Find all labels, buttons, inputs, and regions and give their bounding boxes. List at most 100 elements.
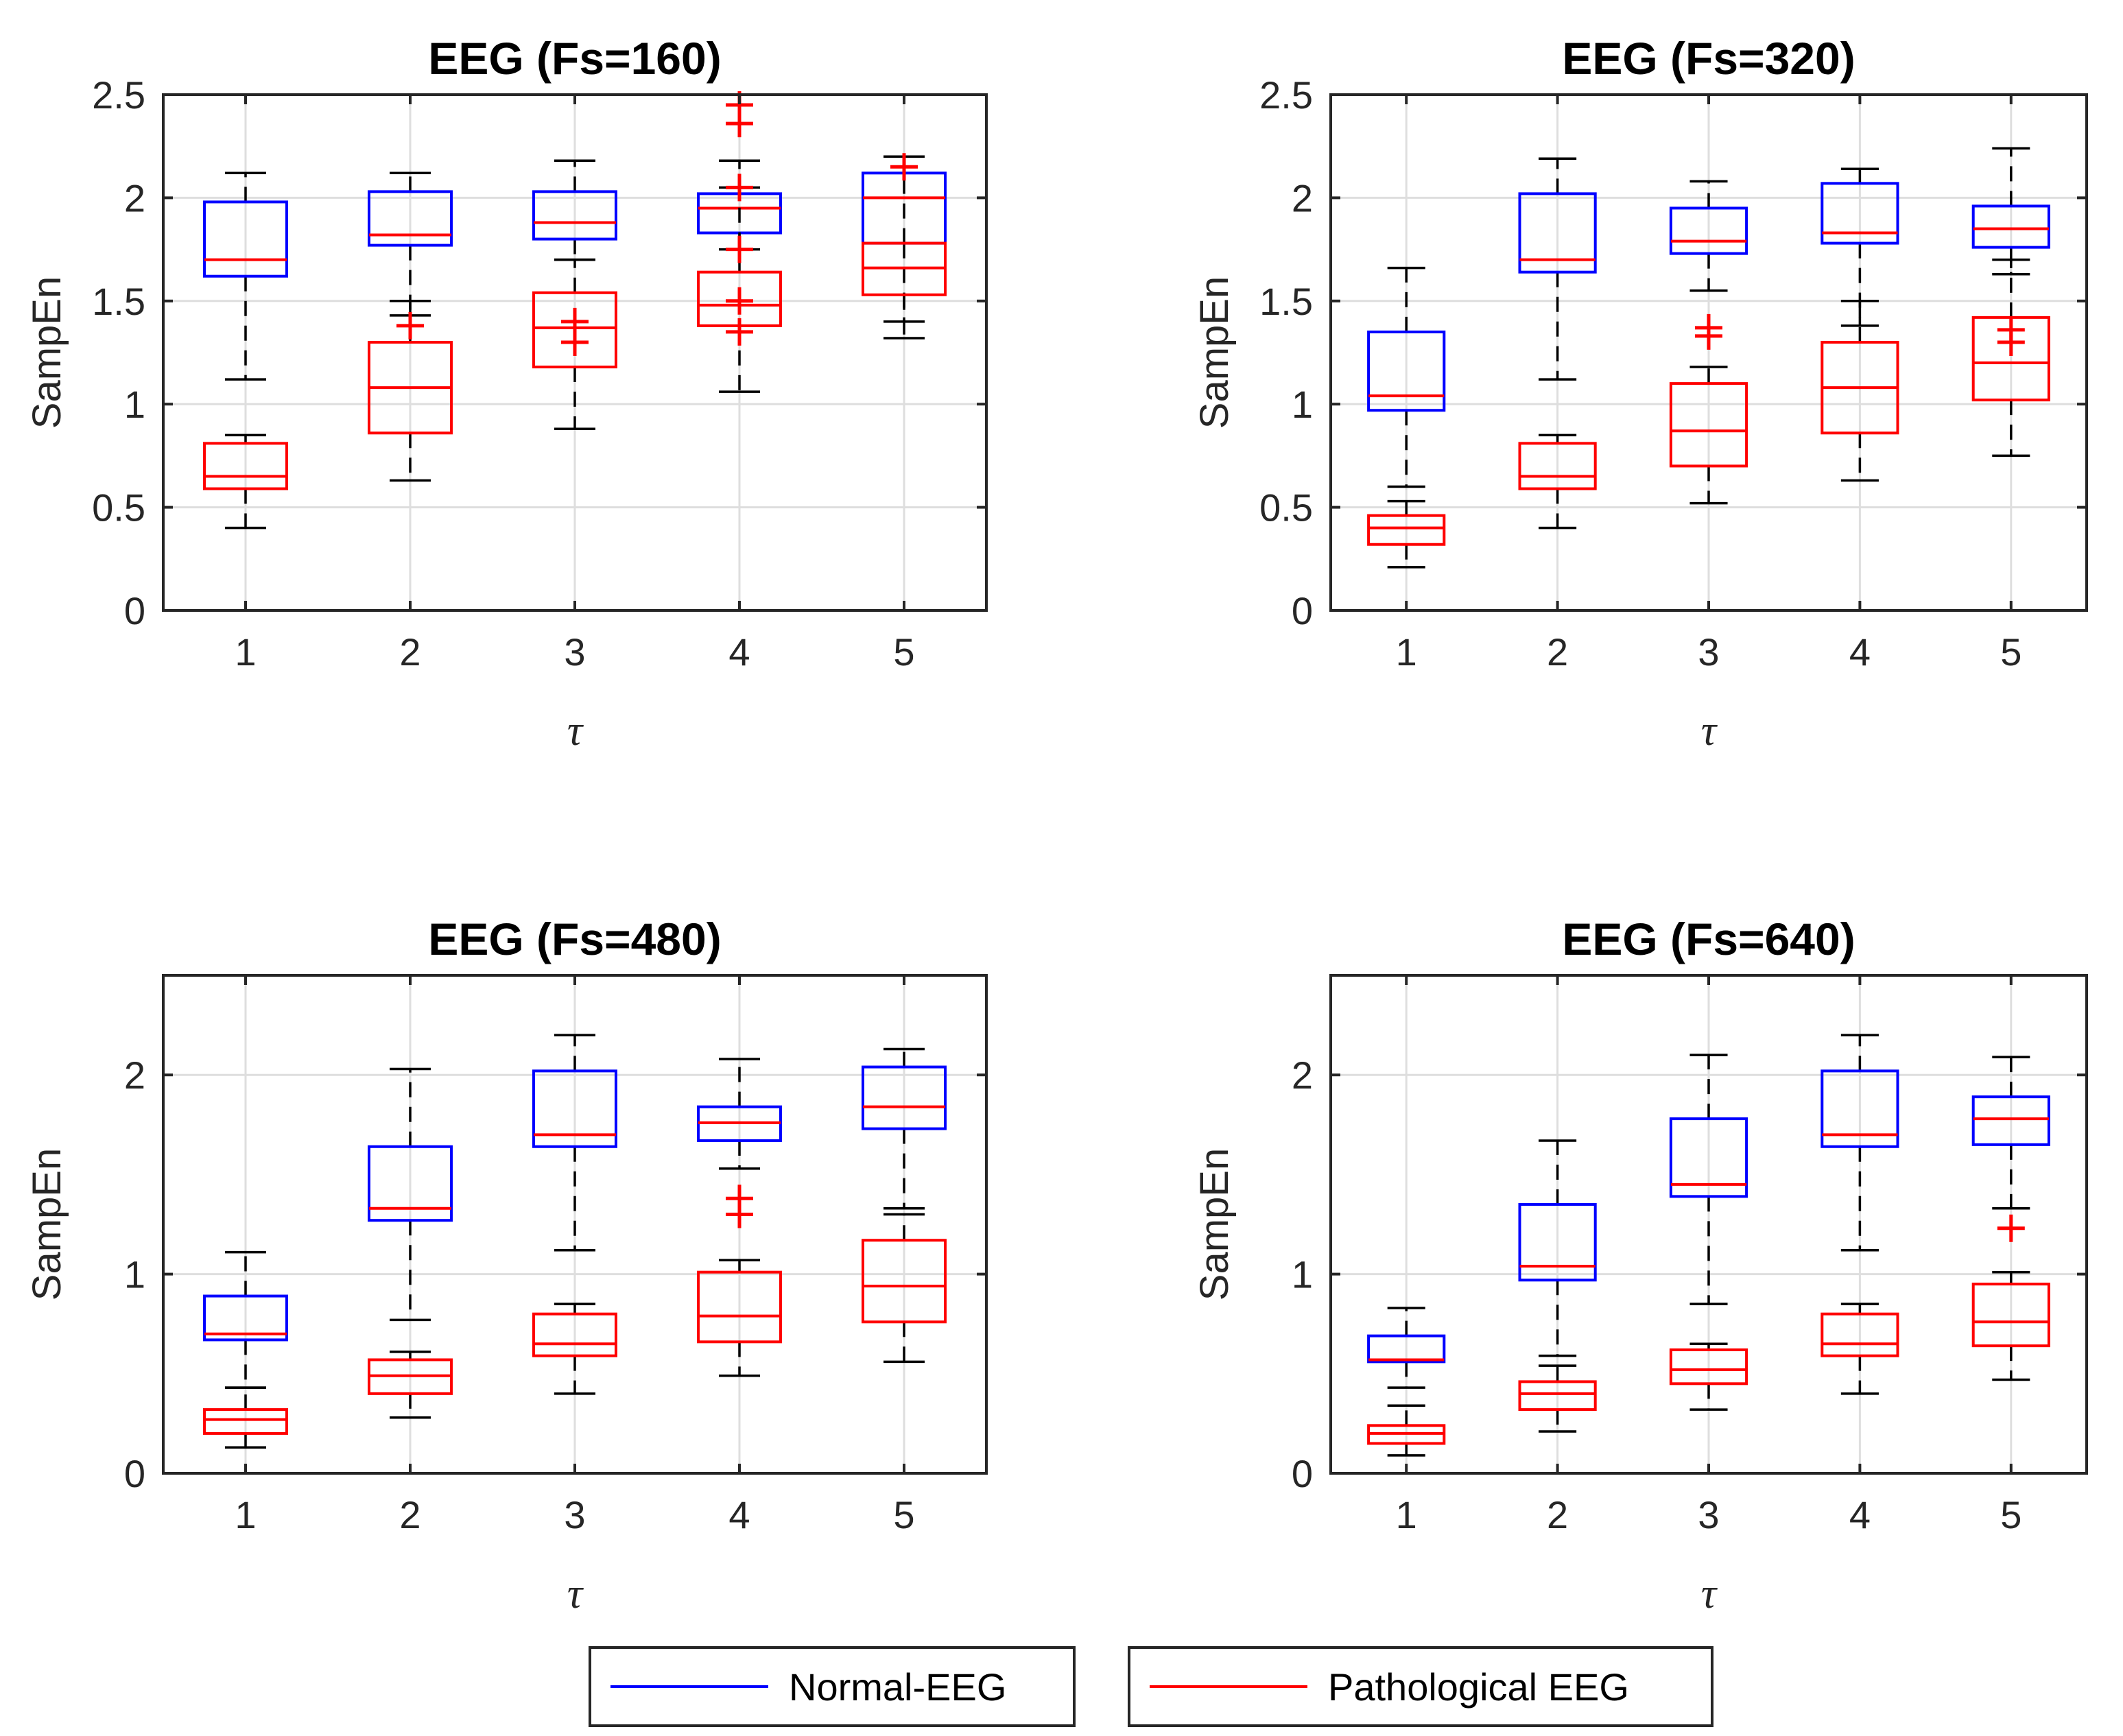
y-tick-label: 1 [124,1253,145,1296]
x-tick-label: 1 [1396,1493,1417,1536]
box-rect [1669,382,1748,468]
box-normal-3 [532,159,617,261]
x-tick-label: 1 [235,1493,256,1536]
y-tick-label: 1.5 [92,280,145,323]
y-tick-label: 0 [124,1452,145,1495]
box-pathological-3 [532,1303,617,1395]
box-rect [1518,1380,1597,1412]
box-normal-4 [1820,167,1899,327]
box-rect [862,1065,947,1130]
box-pathological-1 [203,1386,288,1449]
box-pathological-1 [203,433,288,530]
box-pathological-4 [1820,1303,1899,1395]
box-normal-1 [203,171,288,381]
x-tick-label: 3 [1698,630,1719,674]
box-pathological-3 [1669,313,1748,505]
box-pathological-5 [1971,1214,2050,1381]
x-axis-label: τ [567,708,584,754]
box-rect [1971,204,2050,249]
x-axis-label: τ [1701,708,1718,754]
y-tick-label: 2 [1292,1054,1313,1097]
outlier-marker [726,1185,753,1213]
outlier-marker [561,307,589,335]
chart-title: EEG (Fs=640) [1562,914,1855,964]
legend-item-normal: Normal-EEG [589,1646,1076,1727]
chart-title: EEG (Fs=160) [428,33,721,84]
x-tick-label: 4 [1849,630,1871,674]
y-axis-label: SampEn [25,276,69,429]
chart-panel-2: 1 2 3 4 5 0 0.5 1 1.5 2 2.5 EEG (Fs=320) τ SampEn [1192,33,2088,754]
x-tick-label: 4 [728,1493,750,1536]
box-normal-3 [1669,1054,1748,1305]
box-rect [532,291,617,369]
box-rect [697,1270,782,1344]
chart-panel-3: 1 2 3 4 5 0 1 2 EEG (Fs=480) τ SampEn [25,914,988,1617]
x-tick-label: 3 [1698,1493,1719,1536]
box-rect [1669,206,1748,255]
box-rect [1367,514,1446,546]
box-rect [1518,192,1597,274]
box-rect [1669,1117,1748,1198]
outlier-marker [1997,316,2025,344]
box-rect [1367,330,1446,412]
box-pathological-2 [1518,1364,1597,1433]
box-pathological-4 [697,91,782,393]
box-rect [1820,1069,1899,1148]
box-pathological-2 [1518,433,1597,530]
box-pathological-3 [1669,1342,1748,1411]
outlier-marker [1997,1214,2025,1242]
y-tick-label: 0.5 [92,486,145,530]
box-pathological-5 [862,153,947,340]
y-tick-label: 0 [1292,1452,1313,1495]
chart-panel-1: 1 2 3 4 5 0 0.5 1 1.5 2 2.5 EEG (Fs=160) τ SampEn [25,33,988,754]
box-rect [368,1145,453,1222]
box-normal-1 [1367,1307,1446,1389]
box-normal-2 [1518,157,1597,381]
legend-label: Normal-EEG [789,1665,1006,1709]
box-pathological-3 [532,258,617,431]
legend-label: Pathological EEG [1328,1665,1629,1709]
y-tick-label: 2.5 [1259,73,1313,117]
box-rect [532,1312,617,1357]
box-normal-2 [368,1067,453,1322]
chart-title: EEG (Fs=320) [1562,33,1855,84]
chart-title: EEG (Fs=480) [428,914,721,964]
box-pathological-5 [1971,258,2050,457]
box-pathological-2 [368,300,453,482]
y-tick-label: 2.5 [92,73,145,117]
box-pathological-4 [697,1185,782,1377]
box-rect [203,200,288,278]
y-tick-label: 1 [124,383,145,426]
legend-item-pathological: Pathological EEG [1128,1646,1713,1727]
box-normal-4 [1820,1034,1899,1252]
x-tick-label: 2 [399,630,420,674]
legend: Normal-EEG Pathological EEG [589,1646,1713,1727]
box-pathological-1 [1367,499,1446,569]
x-tick-label: 5 [893,1493,914,1536]
x-tick-label: 5 [2000,630,2021,674]
y-tick-label: 0 [124,589,145,632]
y-axis-label: SampEn [25,1148,69,1300]
outlier-marker [396,311,424,340]
x-axis-label: τ [1701,1571,1718,1617]
y-axis-label: SampEn [1192,276,1237,429]
box-rect [203,1294,288,1342]
x-tick-label: 5 [893,630,914,674]
box-normal-5 [862,1047,947,1210]
box-normal-3 [1669,180,1748,292]
box-rect [532,1069,617,1148]
y-tick-label: 0 [1292,589,1313,632]
box-pathological-1 [1367,1404,1446,1457]
box-rect [203,442,288,490]
x-tick-label: 2 [399,1493,420,1536]
outlier-marker [726,287,753,315]
x-axis-label: τ [567,1571,584,1617]
x-tick-label: 1 [235,630,256,674]
box-rect [1971,1095,2050,1146]
y-tick-label: 2 [1292,176,1313,219]
box-rect [1820,182,1899,245]
y-tick-label: 0.5 [1259,486,1313,530]
box-rect [862,1239,947,1324]
box-rect [1518,442,1597,490]
x-tick-label: 2 [1547,1493,1568,1536]
